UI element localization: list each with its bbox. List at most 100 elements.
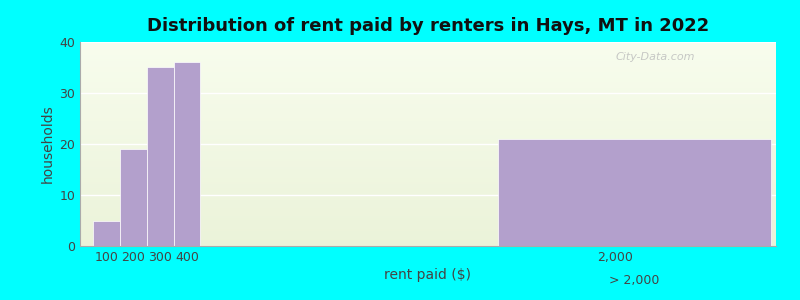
- Bar: [80, 142, 776, 144]
- Bar: [80, 175, 776, 177]
- Bar: [80, 68, 776, 70]
- Bar: [80, 132, 776, 134]
- Bar: [80, 99, 776, 101]
- Bar: [147, 68, 174, 246]
- Bar: [80, 128, 776, 130]
- Bar: [80, 236, 776, 238]
- Bar: [120, 149, 147, 246]
- Bar: [80, 230, 776, 232]
- Bar: [80, 109, 776, 111]
- Bar: [80, 64, 776, 67]
- Bar: [80, 93, 776, 95]
- Bar: [80, 103, 776, 105]
- Bar: [80, 238, 776, 240]
- Bar: [80, 83, 776, 85]
- Bar: [80, 158, 776, 160]
- Bar: [80, 79, 776, 81]
- Bar: [80, 56, 776, 58]
- Bar: [80, 101, 776, 103]
- Bar: [80, 164, 776, 166]
- Bar: [80, 105, 776, 107]
- Bar: [80, 58, 776, 60]
- Bar: [80, 148, 776, 150]
- Bar: [80, 187, 776, 189]
- Bar: [80, 122, 776, 124]
- Bar: [80, 183, 776, 185]
- Bar: [80, 48, 776, 50]
- Bar: [80, 144, 776, 146]
- Bar: [80, 189, 776, 191]
- Bar: [80, 169, 776, 170]
- Bar: [80, 201, 776, 203]
- Bar: [80, 116, 776, 118]
- Bar: [80, 207, 776, 209]
- Bar: [498, 139, 770, 246]
- Bar: [80, 167, 776, 169]
- Y-axis label: households: households: [41, 105, 55, 183]
- Bar: [80, 221, 776, 224]
- Bar: [80, 160, 776, 162]
- Bar: [80, 118, 776, 119]
- Bar: [80, 54, 776, 56]
- Bar: [80, 240, 776, 242]
- Bar: [80, 146, 776, 148]
- Bar: [80, 150, 776, 152]
- Bar: [80, 126, 776, 128]
- Bar: [80, 95, 776, 97]
- Bar: [80, 170, 776, 172]
- Bar: [80, 179, 776, 181]
- Bar: [80, 140, 776, 142]
- Bar: [80, 220, 776, 221]
- Bar: [80, 185, 776, 187]
- Bar: [80, 209, 776, 211]
- Bar: [80, 181, 776, 183]
- Bar: [80, 67, 776, 68]
- Bar: [80, 87, 776, 89]
- Bar: [80, 152, 776, 154]
- Bar: [80, 193, 776, 195]
- Bar: [80, 162, 776, 164]
- Bar: [80, 62, 776, 64]
- Bar: [80, 73, 776, 75]
- Bar: [80, 215, 776, 217]
- Bar: [80, 89, 776, 91]
- Bar: [80, 81, 776, 83]
- Bar: [80, 228, 776, 230]
- Bar: [80, 244, 776, 246]
- Bar: [174, 62, 201, 246]
- Bar: [80, 211, 776, 213]
- Bar: [80, 234, 776, 236]
- Bar: [80, 203, 776, 205]
- Bar: [80, 172, 776, 175]
- Bar: [80, 124, 776, 126]
- Bar: [80, 44, 776, 46]
- Text: City-Data.com: City-Data.com: [616, 52, 695, 62]
- Bar: [80, 134, 776, 136]
- Bar: [80, 97, 776, 99]
- Bar: [80, 156, 776, 158]
- Bar: [80, 232, 776, 234]
- Bar: [80, 226, 776, 228]
- Bar: [80, 107, 776, 109]
- Bar: [80, 42, 776, 44]
- Bar: [80, 77, 776, 79]
- Bar: [80, 70, 776, 73]
- Bar: [80, 85, 776, 87]
- Bar: [80, 136, 776, 138]
- Bar: [80, 46, 776, 48]
- X-axis label: rent paid ($): rent paid ($): [385, 268, 471, 282]
- Bar: [80, 199, 776, 201]
- Bar: [80, 191, 776, 193]
- Text: > 2,000: > 2,000: [609, 274, 659, 287]
- Bar: [80, 60, 776, 62]
- Bar: [80, 91, 776, 93]
- Bar: [80, 111, 776, 113]
- Bar: [80, 75, 776, 77]
- Bar: [80, 242, 776, 244]
- Bar: [80, 224, 776, 226]
- Bar: [80, 195, 776, 197]
- Bar: [80, 177, 776, 179]
- Bar: [80, 50, 776, 52]
- Bar: [80, 154, 776, 156]
- Bar: [80, 218, 776, 220]
